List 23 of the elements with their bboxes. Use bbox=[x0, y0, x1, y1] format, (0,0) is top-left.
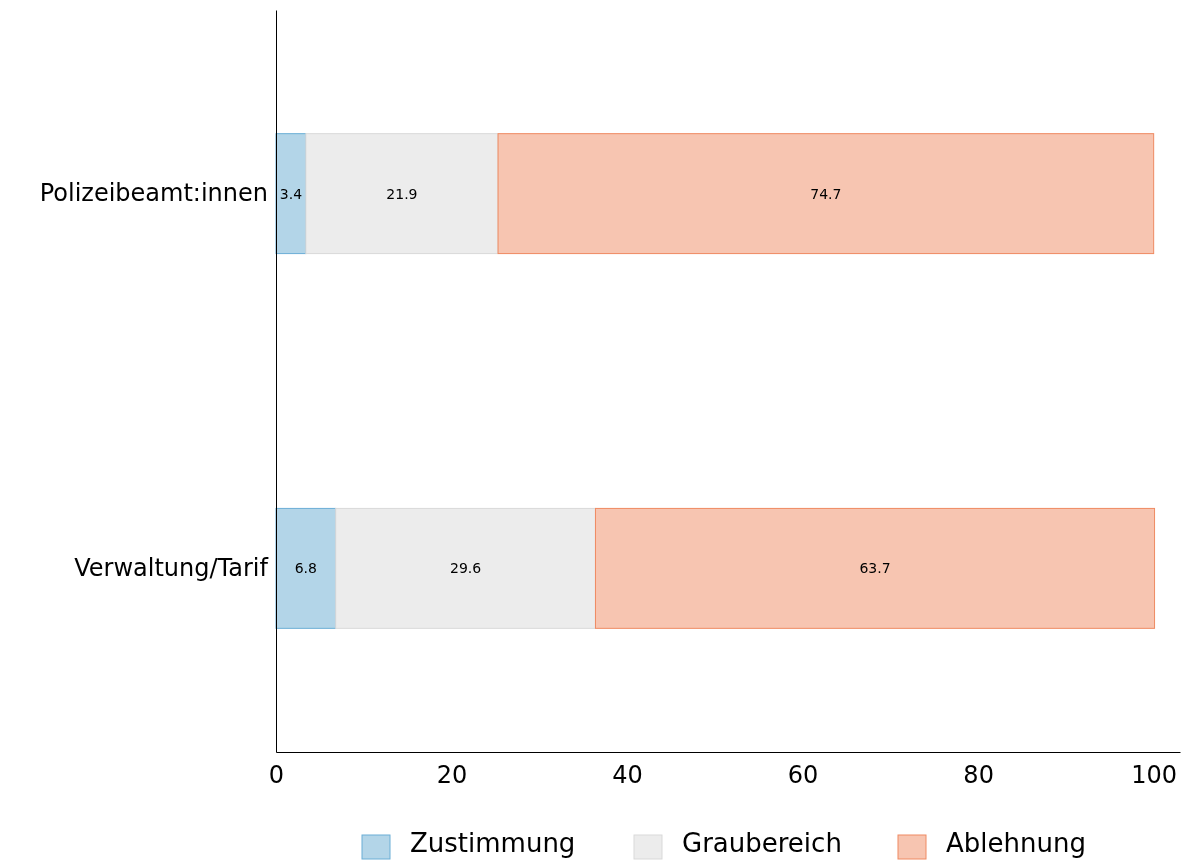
data-label: 29.6 bbox=[449, 560, 482, 577]
bar bbox=[594, 507, 1156, 629]
data-label: 3.4 bbox=[279, 185, 303, 202]
x-tick-label: 20 bbox=[436, 761, 468, 790]
bar bbox=[275, 133, 307, 255]
legend-label: Ablehnung bbox=[946, 828, 1086, 858]
legend-label: Zustimmung bbox=[410, 828, 576, 858]
x-tick-label: 40 bbox=[612, 761, 643, 790]
data-label: 6.8 bbox=[294, 560, 317, 577]
bar bbox=[335, 507, 596, 629]
data-label: 63.7 bbox=[859, 560, 891, 577]
x-tick-label: 100 bbox=[1131, 761, 1178, 790]
x-tick-label: 0 bbox=[268, 761, 285, 790]
y-tick-label: Verwaltung/Tarif bbox=[74, 554, 269, 583]
legend-label: Graubereich bbox=[682, 828, 842, 858]
x-tick-label: 80 bbox=[963, 761, 994, 790]
bar bbox=[305, 133, 499, 255]
data-label: 21.9 bbox=[386, 185, 418, 202]
bar bbox=[497, 133, 1155, 255]
y-tick-label: Polizeibeamt:innen bbox=[39, 179, 268, 208]
data-label: 74.7 bbox=[810, 185, 842, 202]
bar bbox=[275, 507, 337, 629]
x-tick-label: 60 bbox=[787, 761, 819, 790]
